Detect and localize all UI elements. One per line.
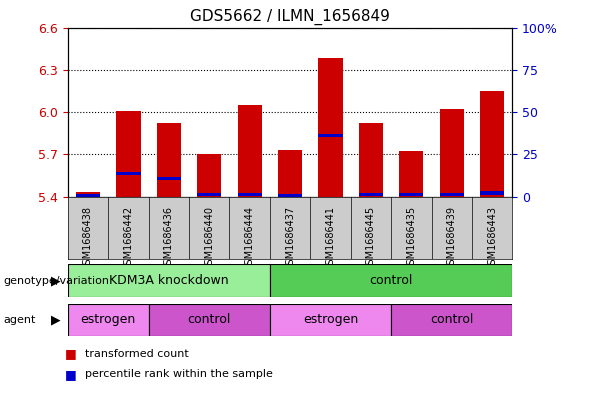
Text: agent: agent [3, 315, 35, 325]
Bar [157, 177, 181, 180]
FancyBboxPatch shape [148, 304, 270, 336]
Text: ■: ■ [65, 347, 77, 360]
Bar [439, 109, 464, 196]
Text: GSM1686440: GSM1686440 [204, 206, 214, 271]
Bar [399, 193, 423, 196]
Bar [116, 172, 141, 175]
Text: ■: ■ [65, 367, 77, 381]
Text: control: control [187, 313, 231, 327]
Text: ▶: ▶ [51, 274, 61, 287]
Text: GSM1686438: GSM1686438 [83, 206, 93, 271]
Text: GSM1686443: GSM1686443 [487, 206, 497, 271]
Bar [439, 193, 464, 196]
Text: control: control [369, 274, 413, 287]
Text: percentile rank within the sample: percentile rank within the sample [85, 369, 273, 379]
Bar [359, 193, 383, 196]
Bar [157, 123, 181, 196]
Bar [76, 192, 100, 196]
Text: control: control [430, 313, 474, 327]
Text: GSM1686441: GSM1686441 [326, 206, 336, 271]
Text: KDM3A knockdown: KDM3A knockdown [109, 274, 229, 287]
Text: GSM1686439: GSM1686439 [447, 206, 457, 271]
Bar [237, 105, 262, 196]
Bar [76, 194, 100, 197]
Text: GSM1686435: GSM1686435 [406, 206, 416, 271]
Text: GSM1686442: GSM1686442 [123, 206, 133, 271]
Text: GSM1686436: GSM1686436 [164, 206, 174, 271]
Text: genotype/variation: genotype/variation [3, 275, 109, 286]
Text: transformed count: transformed count [85, 349, 189, 359]
FancyBboxPatch shape [68, 264, 270, 297]
Text: GSM1686444: GSM1686444 [244, 206, 254, 271]
Bar [237, 193, 262, 196]
Bar [278, 150, 302, 196]
FancyBboxPatch shape [391, 304, 512, 336]
Bar [480, 91, 504, 196]
Bar [319, 59, 343, 196]
Bar [116, 110, 141, 196]
Bar [359, 123, 383, 196]
Text: GSM1686445: GSM1686445 [366, 206, 376, 271]
Bar [480, 191, 504, 195]
Bar [197, 154, 221, 196]
Bar [197, 193, 221, 196]
Bar [399, 151, 423, 196]
FancyBboxPatch shape [270, 264, 512, 297]
Bar [319, 134, 343, 137]
Text: estrogen: estrogen [81, 313, 136, 327]
Text: estrogen: estrogen [303, 313, 358, 327]
Title: GDS5662 / ILMN_1656849: GDS5662 / ILMN_1656849 [190, 9, 390, 25]
Text: GSM1686437: GSM1686437 [285, 206, 295, 271]
FancyBboxPatch shape [270, 304, 391, 336]
Bar [278, 194, 302, 197]
FancyBboxPatch shape [68, 304, 148, 336]
Text: ▶: ▶ [51, 313, 61, 327]
